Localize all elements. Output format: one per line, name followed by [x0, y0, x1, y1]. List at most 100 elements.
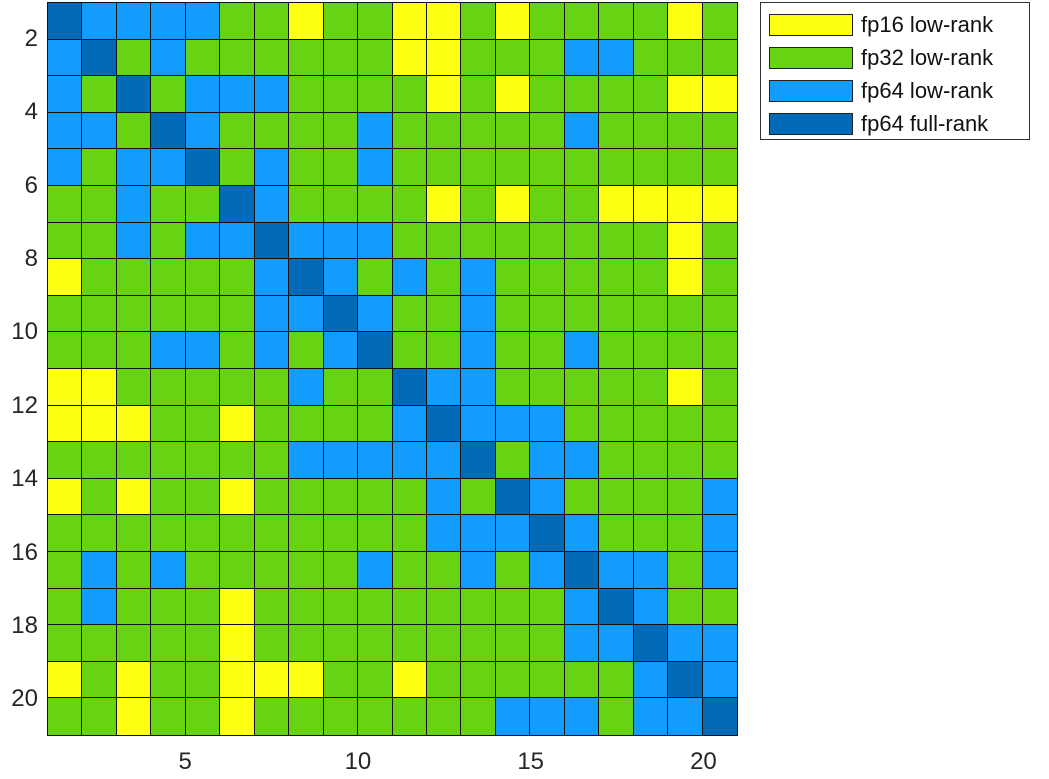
heatmap-cell — [702, 405, 737, 443]
heatmap-cell — [392, 185, 427, 223]
heatmap-cell — [220, 405, 255, 443]
heatmap-cell — [564, 149, 600, 186]
heatmap-cell — [82, 3, 117, 40]
heatmap-cell — [564, 368, 600, 406]
heatmap-cell — [633, 661, 669, 699]
heatmap-cell — [116, 698, 152, 735]
heatmap-cell — [564, 478, 600, 516]
heatmap-cell — [495, 3, 531, 40]
heatmap-cell — [392, 368, 427, 406]
heatmap-cell — [151, 478, 186, 516]
legend-item-fp64-full-rank: fp64 full-rank — [769, 111, 988, 136]
heatmap-cell — [702, 368, 737, 406]
heatmap-cell — [599, 332, 634, 369]
heatmap-cell — [495, 515, 531, 552]
heatmap-cell — [358, 442, 393, 479]
heatmap-cell — [461, 185, 496, 223]
heatmap-cell — [668, 112, 703, 150]
heatmap-cell — [461, 588, 496, 626]
heatmap-cell — [48, 551, 83, 589]
heatmap-cell — [392, 405, 427, 443]
heatmap-cell — [530, 295, 565, 333]
heatmap-cell — [702, 625, 737, 662]
heatmap-cell — [220, 368, 255, 406]
heatmap-cell — [151, 295, 186, 333]
heatmap-cell — [185, 295, 221, 333]
heatmap-cell — [564, 295, 600, 333]
heatmap-cell — [289, 625, 324, 662]
heatmap-cell — [426, 625, 462, 662]
heatmap-cell — [116, 368, 152, 406]
heatmap-cell — [702, 259, 737, 296]
heatmap-cell — [358, 149, 393, 186]
heatmap-cell — [220, 149, 255, 186]
heatmap-cell — [323, 478, 359, 516]
heatmap-cell — [116, 185, 152, 223]
heatmap-cell — [289, 368, 324, 406]
heatmap-cell — [358, 332, 393, 369]
heatmap-cell — [116, 661, 152, 699]
heatmap-cell — [530, 332, 565, 369]
heatmap-cell — [392, 588, 427, 626]
heatmap-cell — [185, 698, 221, 735]
heatmap-cell — [82, 661, 117, 699]
heatmap-cell — [702, 3, 737, 40]
heatmap-cell — [530, 149, 565, 186]
heatmap-cell — [461, 222, 496, 260]
heatmap-cell — [461, 295, 496, 333]
y-tick-label: 16 — [11, 538, 38, 566]
heatmap-cell — [530, 698, 565, 735]
heatmap-cell — [323, 515, 359, 552]
heatmap-cell — [289, 259, 324, 296]
legend-label: fp64 low-rank — [861, 78, 994, 103]
heatmap-cell — [151, 368, 186, 406]
heatmap-cell — [254, 442, 290, 479]
heatmap-cell — [323, 222, 359, 260]
heatmap-cell — [82, 478, 117, 516]
heatmap-cell — [82, 295, 117, 333]
heatmap-cell — [599, 39, 634, 77]
heatmap-cell — [702, 551, 737, 589]
legend-label: fp16 low-rank — [861, 12, 994, 37]
heatmap-cell — [599, 76, 634, 113]
heatmap-cell — [48, 295, 83, 333]
heatmap-cell — [82, 76, 117, 113]
heatmap-cell — [599, 625, 634, 662]
heatmap-cell — [185, 405, 221, 443]
heatmap-cell — [82, 405, 117, 443]
heatmap-cell — [495, 551, 531, 589]
heatmap-cell — [185, 515, 221, 552]
y-tick-label: 2 — [24, 24, 38, 52]
heatmap-cell — [358, 259, 393, 296]
legend-item-fp32-low-rank: fp32 low-rank — [769, 45, 993, 70]
x-tick-label: 20 — [690, 748, 717, 775]
heatmap-cell — [116, 588, 152, 626]
heatmap-cell — [185, 222, 221, 260]
heatmap-cell — [185, 588, 221, 626]
heatmap-cell — [323, 259, 359, 296]
heatmap-cell — [254, 3, 290, 40]
legend-item-fp16-low-rank: fp16 low-rank — [769, 12, 994, 37]
heatmap-cell — [599, 222, 634, 260]
heatmap-cell — [254, 149, 290, 186]
heatmap-cell — [220, 515, 255, 552]
heatmap-cell — [461, 368, 496, 406]
heatmap-cell — [116, 625, 152, 662]
heatmap-cell — [392, 112, 427, 150]
heatmap-cell — [633, 259, 669, 296]
heatmap-cell — [461, 515, 496, 552]
heatmap-cell — [426, 149, 462, 186]
heatmap-cell — [323, 332, 359, 369]
heatmap-cell — [495, 588, 531, 626]
heatmap-cell — [116, 515, 152, 552]
heatmap-cell — [633, 112, 669, 150]
heatmap-cell — [48, 259, 83, 296]
heatmap-cell — [116, 332, 152, 369]
heatmap-cell — [254, 405, 290, 443]
heatmap-cell — [668, 149, 703, 186]
heatmap-cell — [151, 625, 186, 662]
heatmap-cell — [530, 442, 565, 479]
heatmap-cell — [151, 149, 186, 186]
heatmap-cell — [151, 112, 186, 150]
legend: fp16 low-rank fp32 low-rank fp64 low-ran… — [760, 2, 1030, 140]
